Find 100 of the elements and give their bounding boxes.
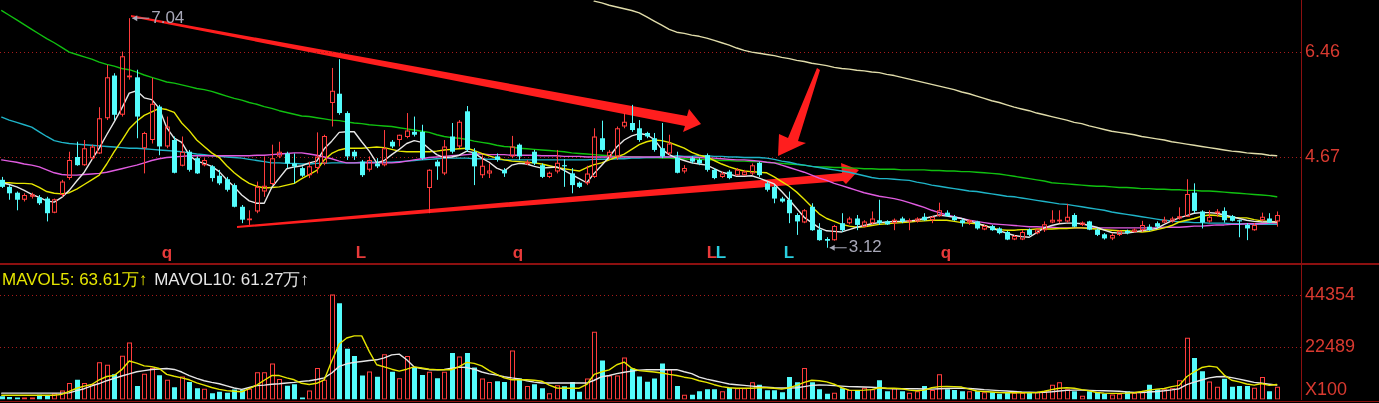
candlestick — [660, 122, 665, 159]
candlestick — [337, 58, 342, 116]
candlestick — [412, 116, 417, 137]
candlestick — [772, 184, 777, 204]
bar — [292, 384, 297, 400]
bar — [360, 375, 365, 400]
bar — [877, 380, 882, 400]
bar — [1192, 357, 1197, 400]
text: MAVOL10: 61.27万↑ — [154, 270, 309, 290]
bar — [1222, 378, 1227, 400]
bar — [697, 391, 702, 400]
bar — [187, 382, 192, 400]
bar — [945, 389, 950, 400]
bar — [660, 363, 665, 400]
bar — [765, 390, 770, 400]
candlestick — [240, 204, 245, 224]
bar — [600, 360, 605, 400]
bar — [1072, 391, 1077, 400]
bar — [532, 384, 537, 400]
candlestick — [472, 147, 477, 186]
candlestick — [705, 152, 710, 173]
bar — [15, 397, 20, 400]
bar — [345, 348, 350, 400]
candlestick — [45, 196, 50, 222]
bar — [637, 376, 642, 400]
bar — [900, 391, 905, 400]
bar — [1267, 391, 1272, 400]
bar — [375, 376, 380, 400]
bar — [495, 381, 500, 400]
bar — [450, 353, 455, 400]
bar — [952, 390, 957, 400]
bar — [465, 353, 470, 400]
annotation: L — [783, 243, 795, 262]
annotation: L — [355, 243, 367, 262]
bar — [412, 367, 417, 400]
bar — [210, 393, 215, 400]
candlestick — [75, 141, 80, 167]
bar — [577, 391, 582, 400]
bar — [727, 387, 732, 400]
bar — [502, 382, 507, 400]
bar — [1237, 385, 1242, 400]
bar — [645, 381, 650, 400]
bar — [217, 391, 222, 400]
annotation: 3.12 — [848, 237, 882, 257]
bar — [885, 391, 890, 400]
annotation: q — [940, 243, 952, 262]
bar — [1245, 385, 1250, 400]
candlestick — [187, 149, 192, 173]
bar — [420, 375, 425, 400]
bar — [772, 390, 777, 400]
bar — [172, 387, 177, 400]
y-tick-label: 22489 — [1305, 335, 1356, 356]
candlestick — [292, 152, 297, 184]
bar — [675, 386, 680, 400]
bar — [285, 385, 290, 400]
bar — [840, 388, 845, 400]
bar — [817, 389, 822, 400]
bar — [652, 378, 657, 400]
bar — [1200, 371, 1205, 400]
candlestick — [795, 212, 800, 236]
bar — [157, 375, 162, 400]
candlestick — [630, 104, 635, 133]
candlestick — [1200, 209, 1205, 229]
bar — [300, 397, 305, 400]
candlestick — [15, 191, 20, 211]
y-axis-title: X100 — [1305, 379, 1348, 400]
candlestick — [570, 167, 575, 194]
bar — [435, 378, 440, 400]
bar — [472, 367, 477, 400]
candlestick — [450, 122, 455, 154]
bar — [630, 368, 635, 400]
y-tick-label: 4.67 — [1305, 145, 1341, 166]
bar — [1087, 391, 1092, 400]
candlestick — [840, 212, 845, 233]
bar — [390, 371, 395, 400]
bar — [517, 378, 522, 400]
y-tick-label: 6.46 — [1305, 41, 1341, 62]
bar — [540, 388, 545, 400]
bar — [810, 382, 815, 400]
bar — [337, 303, 342, 400]
candlestick — [1192, 182, 1197, 214]
bar — [712, 389, 717, 400]
bar — [1230, 386, 1235, 400]
candlestick — [232, 182, 237, 208]
bar — [352, 356, 357, 400]
candlestick — [877, 199, 882, 226]
bar — [195, 388, 200, 400]
bar — [0, 396, 5, 400]
annotation: q — [161, 243, 173, 262]
candlestick — [810, 202, 815, 232]
candlestick — [652, 132, 657, 153]
bar — [705, 389, 710, 400]
bar — [135, 386, 140, 400]
bar — [960, 391, 965, 400]
annotation: L — [706, 243, 718, 262]
candlestick — [637, 119, 642, 143]
candlestick — [600, 120, 605, 153]
bar — [780, 392, 785, 400]
annotation: 7.04 — [151, 7, 185, 27]
annotation: q — [512, 243, 524, 262]
